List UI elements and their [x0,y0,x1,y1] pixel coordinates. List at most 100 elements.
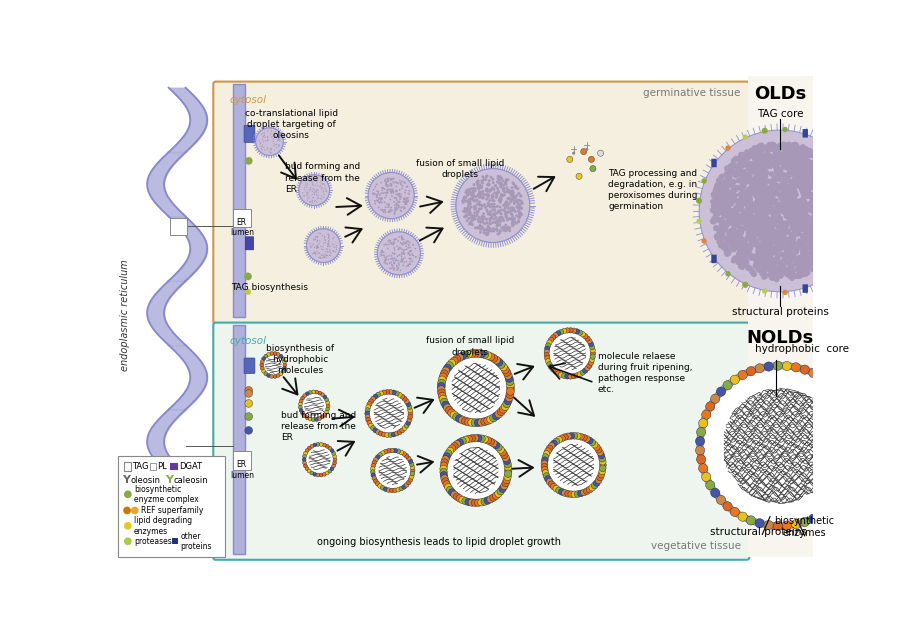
Circle shape [738,370,747,380]
Circle shape [727,182,732,188]
Circle shape [403,253,405,255]
Circle shape [814,159,819,165]
Circle shape [806,186,813,192]
Circle shape [408,193,410,194]
Bar [233,325,245,554]
Circle shape [385,389,390,394]
Circle shape [371,467,375,471]
Circle shape [755,190,760,196]
Circle shape [774,174,779,180]
Circle shape [804,149,810,155]
Circle shape [496,177,499,180]
Circle shape [754,194,759,199]
Circle shape [734,186,739,192]
Circle shape [792,184,798,189]
Circle shape [733,185,738,190]
Circle shape [768,244,774,250]
Circle shape [488,227,492,231]
Circle shape [760,174,766,180]
Circle shape [477,227,479,229]
Circle shape [719,199,726,204]
Circle shape [467,193,469,196]
Circle shape [520,206,523,210]
Circle shape [814,180,820,185]
Circle shape [462,199,466,202]
Circle shape [498,232,501,235]
Circle shape [770,208,776,213]
Circle shape [814,248,820,254]
Circle shape [836,206,842,212]
Circle shape [590,344,594,350]
Circle shape [832,174,837,180]
Circle shape [800,220,805,226]
Circle shape [487,204,489,207]
Circle shape [304,187,305,189]
Circle shape [770,222,776,228]
Circle shape [327,234,329,235]
Circle shape [496,204,499,208]
Circle shape [440,398,448,406]
Circle shape [314,253,316,255]
Text: co-translational lipid
droplet targeting of
oleosins: co-translational lipid droplet targeting… [245,109,338,140]
Circle shape [772,162,777,168]
Circle shape [546,445,553,451]
Circle shape [766,209,772,215]
Circle shape [499,229,502,232]
Circle shape [730,240,737,246]
Circle shape [786,194,792,200]
Text: PL: PL [157,462,167,471]
Circle shape [780,154,786,159]
Circle shape [760,237,766,243]
Circle shape [399,264,400,266]
Circle shape [404,192,406,194]
Bar [233,84,245,318]
Circle shape [507,226,510,229]
Circle shape [726,145,731,150]
Circle shape [729,194,735,200]
Circle shape [820,230,826,236]
Circle shape [757,149,763,154]
Circle shape [769,274,775,279]
Circle shape [396,265,398,267]
Circle shape [278,138,279,140]
Circle shape [765,222,770,227]
Circle shape [732,192,737,198]
Circle shape [824,378,834,387]
Circle shape [480,196,483,199]
Circle shape [450,411,458,419]
Circle shape [746,265,751,271]
Circle shape [818,242,824,248]
Circle shape [733,173,739,178]
Circle shape [369,423,373,428]
Circle shape [783,187,788,192]
Circle shape [376,184,378,185]
Circle shape [776,177,783,182]
Circle shape [757,200,763,206]
Circle shape [390,264,392,265]
Circle shape [401,249,403,250]
Circle shape [396,199,398,201]
Circle shape [812,171,818,177]
Circle shape [717,236,722,242]
Circle shape [308,391,313,394]
Circle shape [548,364,554,370]
Circle shape [770,222,776,227]
Circle shape [588,360,593,366]
Circle shape [400,242,401,244]
Circle shape [765,190,770,196]
Circle shape [778,265,785,271]
Circle shape [790,166,796,171]
Circle shape [392,190,394,192]
Circle shape [843,212,848,218]
Circle shape [815,197,822,203]
Circle shape [438,379,446,387]
Circle shape [803,271,809,277]
Circle shape [467,207,469,210]
Circle shape [834,191,839,197]
Circle shape [736,241,742,247]
Circle shape [713,188,718,193]
Circle shape [483,203,486,206]
Circle shape [767,154,774,160]
Circle shape [774,202,779,208]
Circle shape [824,220,829,226]
